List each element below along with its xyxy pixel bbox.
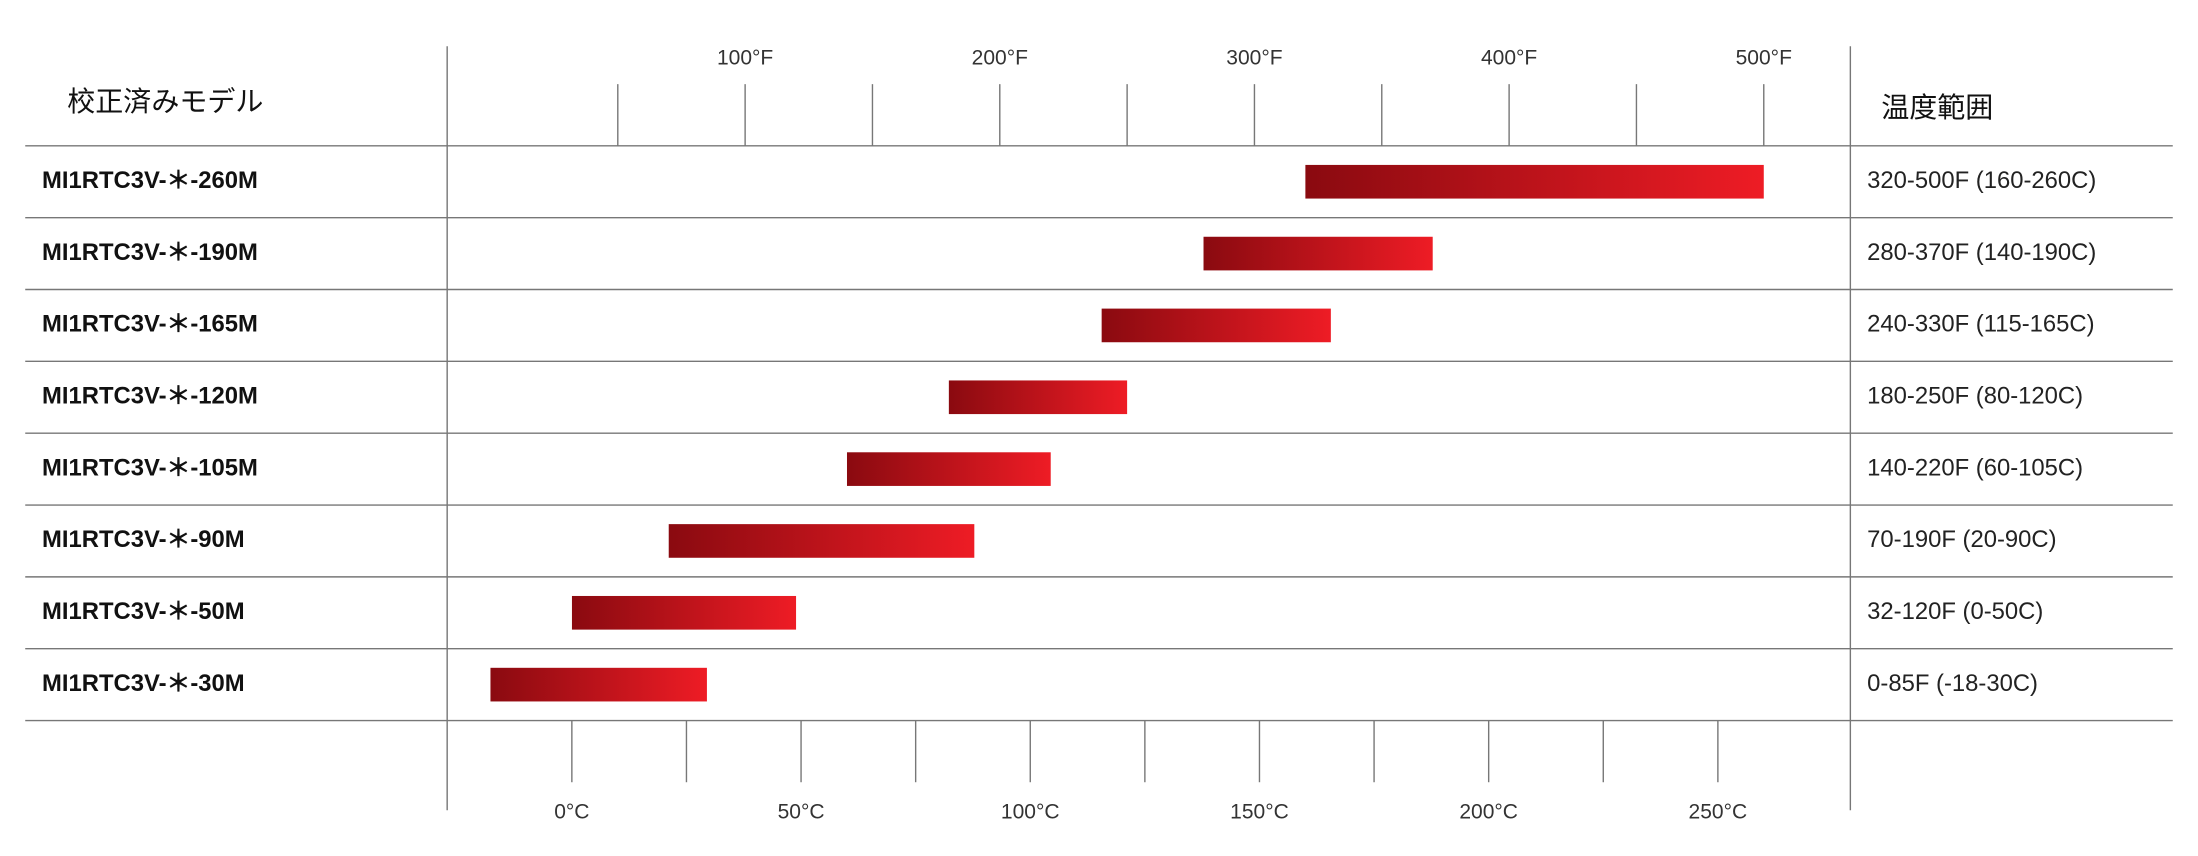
category-label: MI1RTC3V-＊-165M xyxy=(42,311,258,338)
category-label: MI1RTC3V-＊-120M xyxy=(42,383,258,410)
category-label: MI1RTC3V-＊-90M xyxy=(42,526,245,553)
row-header: 校正済みモデル xyxy=(67,86,263,117)
category-label: MI1RTC3V-＊-30M xyxy=(42,670,245,697)
x2-tick-label: 0°C xyxy=(554,801,589,824)
x2-tick-label: 50°C xyxy=(778,801,825,824)
value-label: 70-190F (20-90C) xyxy=(1867,526,2056,553)
value-label: 180-250F (80-120C) xyxy=(1867,383,2083,410)
value-label: 0-85F (-18-30C) xyxy=(1867,670,2038,697)
value-label: 140-220F (60-105C) xyxy=(1867,454,2083,481)
x2-tick-label: 250°C xyxy=(1689,801,1748,824)
bar xyxy=(490,667,707,702)
x2-tick-label: 150°C xyxy=(1230,801,1289,824)
bar xyxy=(571,595,797,630)
x-tick-label: 200°F xyxy=(972,46,1028,69)
category-label: MI1RTC3V-＊-105M xyxy=(42,454,258,481)
bar xyxy=(1203,236,1433,271)
category-label: MI1RTC3V-＊-260M xyxy=(42,167,258,194)
bar xyxy=(948,380,1128,415)
category-label: MI1RTC3V-＊-190M xyxy=(42,239,258,266)
value-label: 280-370F (140-190C) xyxy=(1867,239,2096,266)
bar xyxy=(846,452,1051,486)
value-label: 32-120F (0-50C) xyxy=(1867,598,2043,625)
x-tick-label: 300°F xyxy=(1226,46,1282,69)
x-tick-label: 400°F xyxy=(1481,46,1537,69)
x2-tick-label: 100°C xyxy=(1001,801,1060,824)
value-label: 240-330F (115-165C) xyxy=(1867,311,2094,338)
x2-tick-label: 200°C xyxy=(1459,801,1518,824)
x-tick-label: 500°F xyxy=(1736,46,1792,69)
bar xyxy=(1305,164,1764,199)
bar xyxy=(1101,308,1331,343)
value-label: 320-500F (160-260C) xyxy=(1867,167,2096,194)
bar xyxy=(668,524,975,558)
category-label: MI1RTC3V-＊-50M xyxy=(42,598,245,625)
x-tick-label: 100°F xyxy=(717,46,773,69)
label-header: 温度範囲 xyxy=(1881,92,1993,123)
